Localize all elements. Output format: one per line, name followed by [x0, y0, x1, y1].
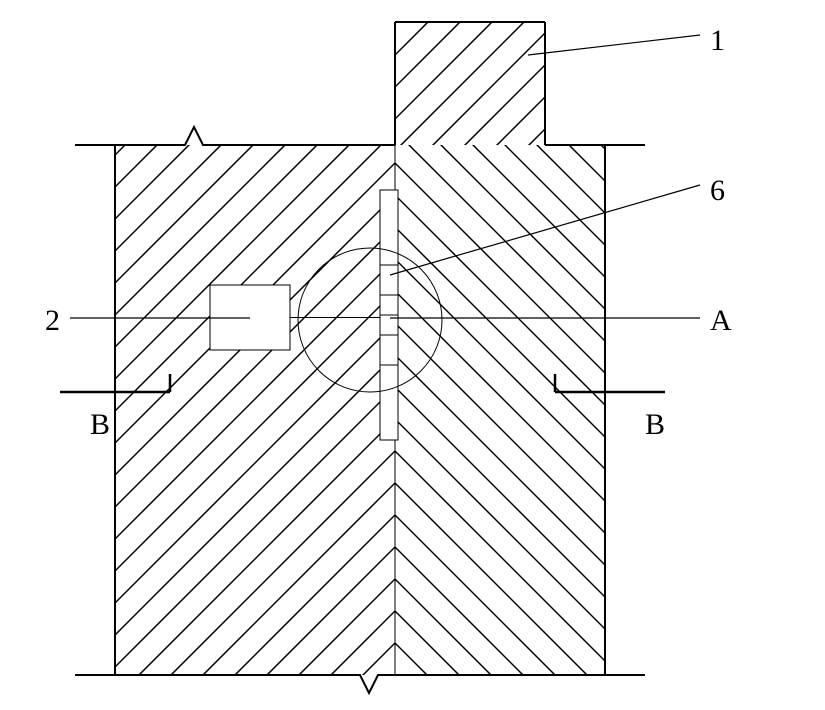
internal-features — [210, 190, 442, 440]
label-1: 1 — [710, 24, 725, 57]
section-lines — [60, 374, 665, 392]
hatch-left-region — [0, 95, 825, 710]
label-B-left: B — [90, 408, 110, 441]
hatch-top-protrusion — [0, 0, 702, 195]
label-6: 6 — [710, 174, 725, 207]
label-2: 2 — [45, 304, 60, 337]
label-A: A — [710, 304, 732, 337]
label-B-right: B — [645, 408, 665, 441]
